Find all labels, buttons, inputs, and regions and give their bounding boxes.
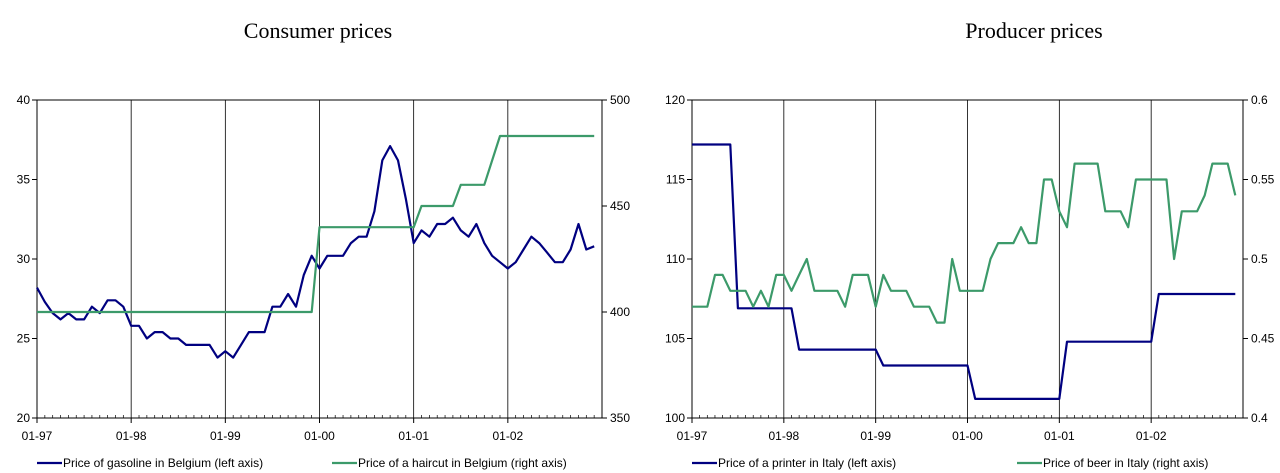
right-axis-tick-label: 450 — [610, 199, 630, 213]
right-axis-tick-label: 0.5 — [1251, 252, 1268, 266]
left-axis-tick-label: 40 — [17, 93, 31, 107]
x-axis-tick-label: 01-01 — [1044, 429, 1075, 443]
legend-label: Price of gasoline in Belgium (left axis) — [63, 456, 263, 470]
right-axis-tick-label: 0.6 — [1251, 93, 1268, 107]
x-axis-tick-label: 01-99 — [860, 429, 891, 443]
legend-label: Price of a haircut in Belgium (right axi… — [358, 456, 567, 470]
left-axis-tick-label: 120 — [665, 93, 685, 107]
x-axis-tick-label: 01-00 — [304, 429, 335, 443]
x-axis-tick-label: 01-98 — [116, 429, 147, 443]
series-line-1 — [37, 134, 595, 314]
series-line-1 — [692, 162, 1237, 324]
series-line-0 — [692, 143, 1236, 400]
x-axis-tick-label: 01-02 — [492, 429, 523, 443]
chart-title: Producer prices — [965, 18, 1102, 43]
x-axis-tick-label: 01-97 — [677, 429, 708, 443]
legend-label: Price of beer in Italy (right axis) — [1043, 456, 1208, 470]
left-axis-tick-label: 100 — [665, 411, 685, 425]
x-axis-tick-label: 01-99 — [210, 429, 241, 443]
left-axis-tick-label: 115 — [666, 173, 685, 187]
chart-title: Consumer prices — [244, 18, 392, 43]
left-axis-tick-label: 25 — [17, 332, 31, 346]
chart-consumer-prices: Consumer prices 20 25 30 35 40 350 400 450 500 01… — [17, 18, 631, 470]
left-axis-tick-label: 105 — [665, 332, 685, 346]
x-axis-tick-label: 01-01 — [398, 429, 429, 443]
left-axis-tick-label: 30 — [17, 252, 31, 266]
right-axis-tick-label: 0.45 — [1251, 332, 1275, 346]
x-axis-tick-label: 01-02 — [1136, 429, 1167, 443]
left-axis-tick-label: 20 — [17, 411, 31, 425]
x-axis-tick-label: 01-98 — [768, 429, 799, 443]
left-axis-tick-label: 110 — [666, 252, 685, 266]
x-axis-tick-label: 01-00 — [952, 429, 983, 443]
legend-label: Price of a printer in Italy (left axis) — [718, 456, 896, 470]
right-axis-tick-label: 0.4 — [1251, 411, 1268, 425]
right-axis-tick-label: 400 — [610, 305, 630, 319]
left-axis-tick-label: 35 — [17, 173, 31, 187]
right-axis-tick-label: 350 — [610, 411, 630, 425]
x-axis-tick-label: 01-97 — [22, 429, 53, 443]
right-axis-tick-label: 500 — [610, 93, 630, 107]
right-axis-tick-label: 0.55 — [1251, 173, 1275, 187]
chart-producer-prices: Producer prices 100 105 110 115 120 0.4 0.45 0.… — [665, 18, 1275, 470]
series-line-0 — [36, 145, 595, 359]
